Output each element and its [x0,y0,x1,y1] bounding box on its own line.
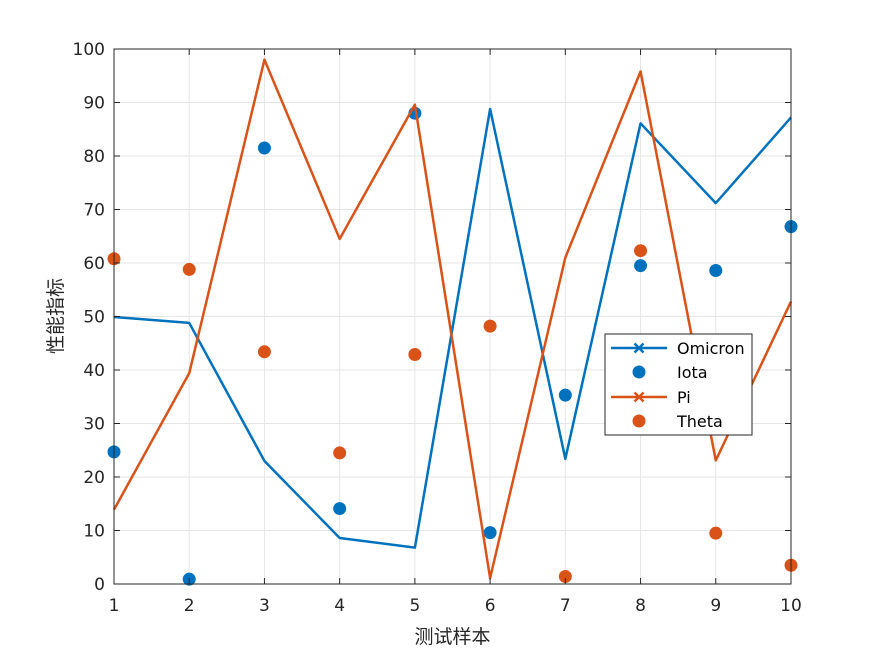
data-point [634,244,648,258]
legend-item-pi: Pi [611,388,691,407]
x-tick-label: 4 [334,596,345,616]
series-line-pi [112,58,793,580]
data-point [483,526,497,540]
data-point [257,345,271,359]
x-marker-icon [633,342,645,354]
x-tick-label: 3 [259,596,270,616]
circle-marker-icon [632,365,646,379]
x-marker-icon [633,391,645,403]
legend-item-omicron: Omicron [611,339,745,358]
x-tick-label: 7 [560,596,571,616]
data-point [709,263,723,277]
data-point [333,446,347,460]
series-omicron [113,107,792,549]
y-tick-label: 90 [83,94,105,114]
y-tick-label: 60 [83,254,105,274]
y-tick-label: 0 [94,575,105,595]
legend-box [604,333,753,436]
x-tick-label: 9 [710,596,721,616]
y-tick-label: 10 [83,522,105,542]
data-point [558,388,572,402]
y-tick-label: 80 [83,147,105,167]
data-point [182,262,196,276]
x-tick-label: 6 [485,596,496,616]
legend-label: Omicron [677,339,745,358]
legend-item-iota: Iota [632,363,708,382]
x-tick-label: 1 [109,596,120,616]
data-point [408,347,422,361]
legend-label: Theta [676,412,723,431]
data-point [333,502,347,516]
data-point [257,141,271,155]
y-tick-label: 70 [83,201,105,221]
series-layer [107,58,798,586]
data-point [709,526,723,540]
x-tick-label: 8 [635,596,646,616]
data-point [483,319,497,333]
legend: Omicron Iota Pi Theta [604,333,753,436]
x-tick-label: 2 [184,596,195,616]
x-tick-label: 5 [409,596,420,616]
x-axis-label: 测试样本 [414,626,490,648]
circle-marker-icon [632,414,646,428]
series-line-omicron [113,107,792,549]
y-tick-label: 20 [83,468,105,488]
y-tick-label: 40 [83,361,105,381]
series-iota [107,106,798,586]
legend-item-theta: Theta [632,412,723,431]
y-axis-label: 性能指标 [45,278,67,354]
y-tick-label: 100 [73,40,105,60]
x-tick-label: 10 [780,596,802,616]
y-tick-label: 50 [83,308,105,328]
legend-label: Pi [677,388,691,407]
y-tick-label: 30 [83,415,105,435]
legend-label: Iota [677,363,708,382]
data-point [634,259,648,273]
data-point [558,570,572,584]
series-pi [112,58,793,580]
